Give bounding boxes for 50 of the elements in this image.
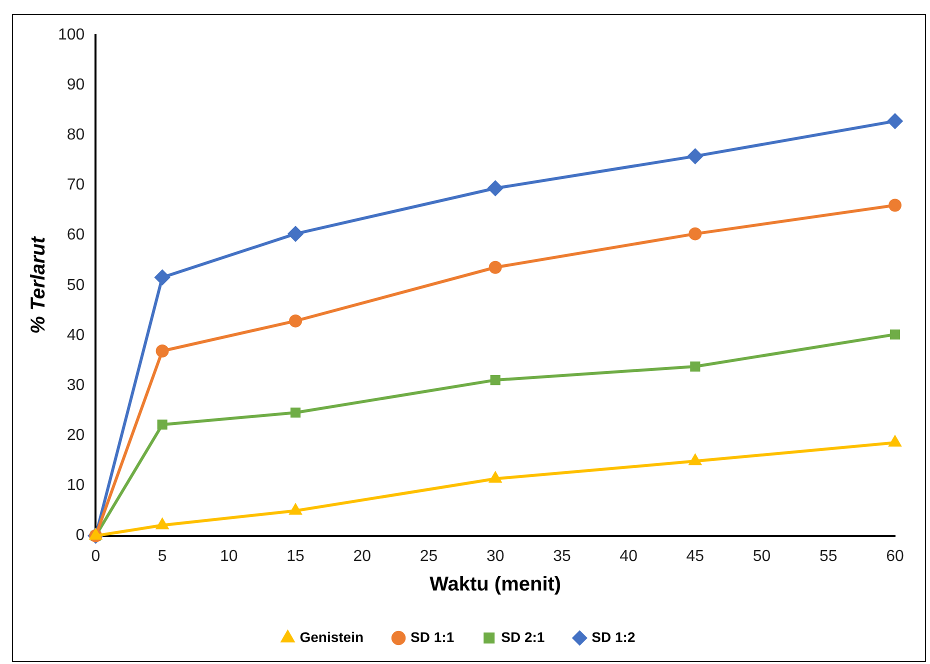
x-tick-label: 55 <box>819 548 838 565</box>
y-tick-label: 90 <box>66 76 85 94</box>
point <box>154 270 170 285</box>
point <box>888 198 902 212</box>
y-tick-label: 30 <box>66 376 85 394</box>
x-tick-label: 25 <box>420 548 438 565</box>
point <box>889 436 901 447</box>
point <box>890 329 900 340</box>
x-tick-label: 30 <box>486 548 504 565</box>
point <box>290 504 302 515</box>
y-tick-label: 20 <box>66 427 85 444</box>
point <box>490 472 502 483</box>
x-axis-title: Waktu (menit) <box>430 574 562 596</box>
legend-label: Genistein <box>300 628 364 645</box>
y-tick-label: 60 <box>66 226 85 244</box>
point <box>888 114 902 129</box>
legend-label: SD 2:1 <box>501 628 545 645</box>
x-tick-label: 15 <box>286 548 305 565</box>
point <box>157 420 168 430</box>
y-tick-label: 0 <box>76 527 85 544</box>
x-tick-label: 60 <box>886 548 904 565</box>
point <box>156 344 169 358</box>
x-tick-label: 20 <box>353 548 372 565</box>
point <box>689 454 702 466</box>
point <box>156 518 168 530</box>
point <box>688 227 702 240</box>
x-tick-label: 10 <box>220 548 238 565</box>
x-tick-label: 0 <box>91 548 100 565</box>
point <box>488 260 502 274</box>
y-tick-label: 50 <box>66 276 85 294</box>
x-tick-label: 45 <box>686 548 704 565</box>
point <box>288 226 304 242</box>
x-tick-label: 40 <box>620 548 638 565</box>
x-tick-label: 5 <box>158 548 167 565</box>
y-axis-title: % Terlarut <box>28 236 50 334</box>
y-tick-label: 40 <box>66 326 85 344</box>
point <box>490 375 500 386</box>
point <box>688 148 703 164</box>
legend-label: SD 1:1 <box>410 628 454 645</box>
y-tick-label: 100 <box>58 26 85 44</box>
y-tick-label: 10 <box>66 477 85 494</box>
point <box>690 361 700 372</box>
x-tick-label: 35 <box>553 548 571 565</box>
point <box>290 408 301 418</box>
point <box>488 180 503 196</box>
point <box>289 314 302 328</box>
x-tick-label: 50 <box>752 548 771 565</box>
legend-label: SD 1:2 <box>592 628 636 645</box>
y-tick-label: 80 <box>66 126 85 144</box>
y-tick-label: 70 <box>66 176 85 194</box>
